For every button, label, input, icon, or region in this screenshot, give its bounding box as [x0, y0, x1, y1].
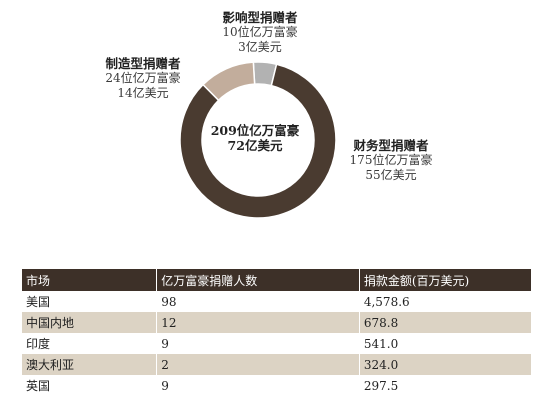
donut-slice: [201, 61, 256, 102]
table-row: 美国 98 4,578.6: [22, 291, 531, 312]
header-donor-count: 亿万富豪捐赠人数: [156, 269, 360, 291]
cell-count: 98: [156, 291, 360, 312]
cell-count: 9: [156, 333, 360, 354]
cell-market: 美国: [26, 295, 51, 309]
label-manufacturing-name: 制造型捐赠者: [105, 56, 181, 71]
label-impact-amount: 3亿美元: [238, 40, 282, 54]
table-header-row: 市场 亿万富豪捐赠人数 捐款金额(百万美元): [22, 269, 531, 291]
label-impact: 影响型捐赠者 10位亿万富豪 3亿美元: [205, 10, 315, 55]
label-manufacturing-count: 24位亿万富豪: [105, 71, 181, 85]
table-row: 印度 9 541.0: [22, 333, 531, 354]
header-amount: 捐款金额(百万美元): [358, 269, 531, 291]
cell-amount: 541.0: [358, 333, 531, 354]
cell-market: 英国: [26, 379, 51, 393]
label-manufacturing-amount: 14亿美元: [117, 86, 169, 100]
donut-center-text: 209位亿万富豪 72亿美元: [205, 123, 305, 153]
table-row: 澳大利亚 2 324.0: [22, 354, 531, 375]
label-impact-name: 影响型捐赠者: [222, 10, 298, 25]
cell-count: 12: [156, 312, 360, 333]
cell-market: 澳大利亚: [22, 354, 157, 375]
table-row: 英国 9 297.5: [22, 375, 531, 396]
cell-amount: 678.8: [358, 312, 531, 333]
center-count: 209位亿万富豪: [210, 123, 300, 138]
cell-market: 印度: [26, 337, 51, 351]
header-market: 市场: [22, 269, 157, 291]
label-manufacturing: 制造型捐赠者 24位亿万富豪 14亿美元: [88, 56, 198, 101]
label-impact-count: 10位亿万富豪: [222, 25, 298, 39]
label-financial-name: 财务型捐赠者: [353, 138, 429, 153]
donut-slice: [179, 63, 337, 219]
cell-count: 9: [156, 375, 360, 396]
market-table: 市场 亿万富豪捐赠人数 捐款金额(百万美元) 美国 98 4,578.6 中国内…: [22, 269, 531, 396]
donut-chart: [179, 61, 337, 219]
table-row: 中国内地 12 678.8: [22, 312, 531, 333]
cell-count: 2: [156, 354, 360, 375]
label-financial-amount: 55亿美元: [365, 168, 417, 182]
cell-market: 中国内地: [22, 312, 157, 333]
cell-amount: 297.5: [358, 375, 531, 396]
label-financial-count: 175位亿万富豪: [349, 153, 433, 167]
center-amount: 72亿美元: [227, 138, 283, 153]
label-financial: 财务型捐赠者 175位亿万富豪 55亿美元: [336, 138, 446, 183]
cell-amount: 324.0: [358, 354, 531, 375]
cell-amount: 4,578.6: [358, 291, 531, 312]
